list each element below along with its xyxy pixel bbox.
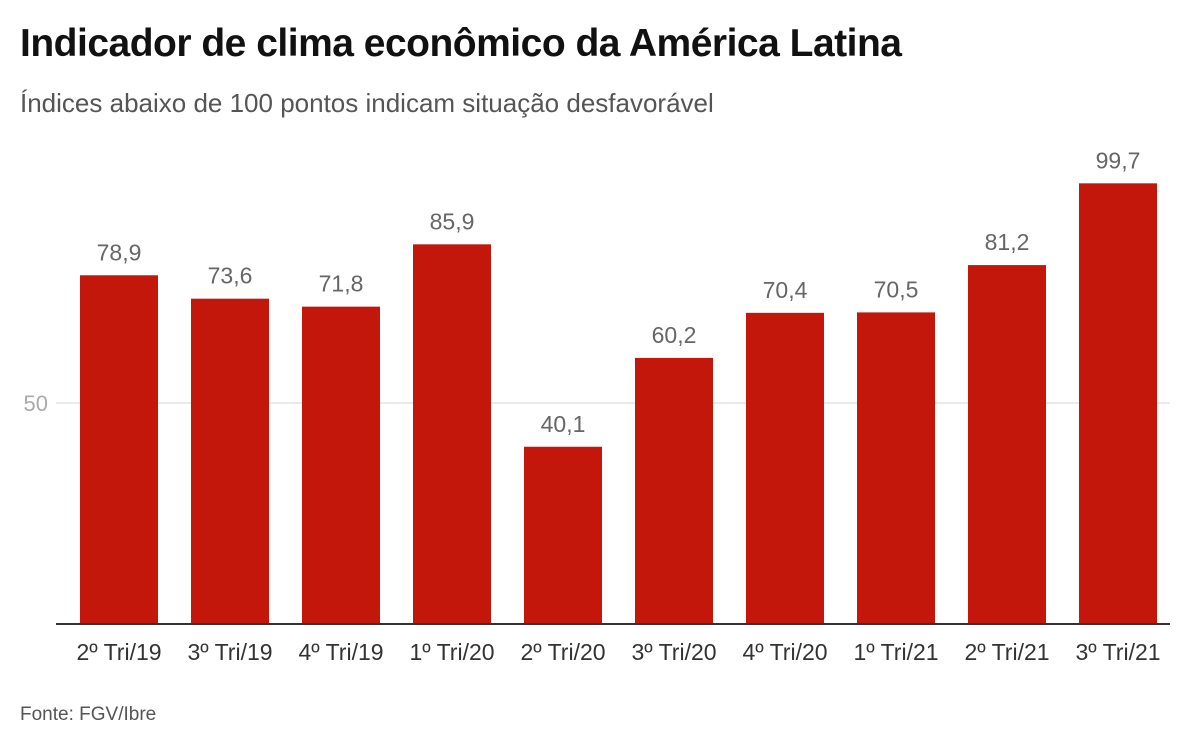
bar xyxy=(413,244,491,624)
bar xyxy=(746,312,824,624)
x-tick-label: 2º Tri/20 xyxy=(520,639,605,665)
bar xyxy=(302,306,380,624)
x-tick-label: 4º Tri/20 xyxy=(742,639,827,665)
x-tick-label: 1º Tri/21 xyxy=(853,639,938,665)
bar xyxy=(80,275,158,624)
x-tick-label: 3º Tri/21 xyxy=(1075,639,1160,665)
bar xyxy=(191,298,269,624)
x-tick-label: 2º Tri/21 xyxy=(964,639,1049,665)
x-tick-label: 3º Tri/20 xyxy=(631,639,716,665)
data-label: 78,9 xyxy=(97,239,142,265)
data-label: 85,9 xyxy=(430,208,475,234)
bar xyxy=(635,357,713,624)
x-tick-label: 4º Tri/19 xyxy=(298,639,383,665)
data-label: 70,5 xyxy=(874,276,919,302)
x-tick-label: 1º Tri/20 xyxy=(409,639,494,665)
x-tick-label: 2º Tri/19 xyxy=(76,639,161,665)
data-label: 99,7 xyxy=(1096,147,1141,173)
data-label: 73,6 xyxy=(208,263,253,289)
data-label: 70,4 xyxy=(763,277,808,303)
data-label: 71,8 xyxy=(319,271,364,297)
bar xyxy=(857,312,935,624)
bar xyxy=(1079,183,1157,625)
source-note: Fonte: FGV/Ibre xyxy=(20,704,157,725)
bar xyxy=(524,446,602,624)
chart-subtitle: Índices abaixo de 100 pontos indicam sit… xyxy=(20,88,714,118)
data-label: 81,2 xyxy=(985,229,1030,255)
data-label: 60,2 xyxy=(652,322,697,348)
x-tick-label: 3º Tri/19 xyxy=(187,639,272,665)
chart-title: Indicador de clima econômico da América … xyxy=(20,22,902,65)
bar xyxy=(968,265,1046,624)
data-label: 40,1 xyxy=(541,411,586,437)
y-tick-label: 50 xyxy=(24,391,48,416)
